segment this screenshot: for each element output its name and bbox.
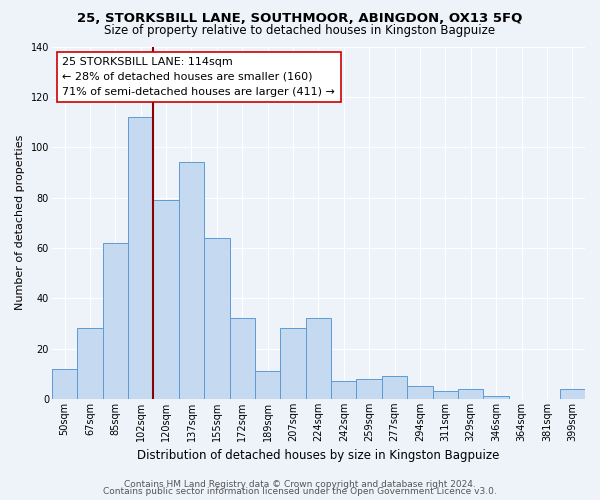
Bar bbox=[204, 238, 230, 399]
Bar bbox=[382, 376, 407, 399]
Bar bbox=[179, 162, 204, 399]
Bar bbox=[280, 328, 306, 399]
X-axis label: Distribution of detached houses by size in Kingston Bagpuize: Distribution of detached houses by size … bbox=[137, 450, 500, 462]
Bar bbox=[484, 396, 509, 399]
Text: 25, STORKSBILL LANE, SOUTHMOOR, ABINGDON, OX13 5FQ: 25, STORKSBILL LANE, SOUTHMOOR, ABINGDON… bbox=[77, 12, 523, 26]
Bar bbox=[331, 382, 356, 399]
Bar bbox=[255, 371, 280, 399]
Bar bbox=[230, 318, 255, 399]
Bar bbox=[306, 318, 331, 399]
Bar bbox=[560, 389, 585, 399]
Bar bbox=[128, 117, 154, 399]
Text: 25 STORKSBILL LANE: 114sqm
← 28% of detached houses are smaller (160)
71% of sem: 25 STORKSBILL LANE: 114sqm ← 28% of deta… bbox=[62, 57, 335, 96]
Text: Contains public sector information licensed under the Open Government Licence v3: Contains public sector information licen… bbox=[103, 487, 497, 496]
Bar bbox=[356, 379, 382, 399]
Text: Size of property relative to detached houses in Kingston Bagpuize: Size of property relative to detached ho… bbox=[104, 24, 496, 37]
Bar bbox=[433, 392, 458, 399]
Bar bbox=[458, 389, 484, 399]
Y-axis label: Number of detached properties: Number of detached properties bbox=[15, 135, 25, 310]
Bar bbox=[77, 328, 103, 399]
Bar bbox=[154, 200, 179, 399]
Bar bbox=[407, 386, 433, 399]
Text: Contains HM Land Registry data © Crown copyright and database right 2024.: Contains HM Land Registry data © Crown c… bbox=[124, 480, 476, 489]
Bar bbox=[52, 368, 77, 399]
Bar bbox=[103, 243, 128, 399]
